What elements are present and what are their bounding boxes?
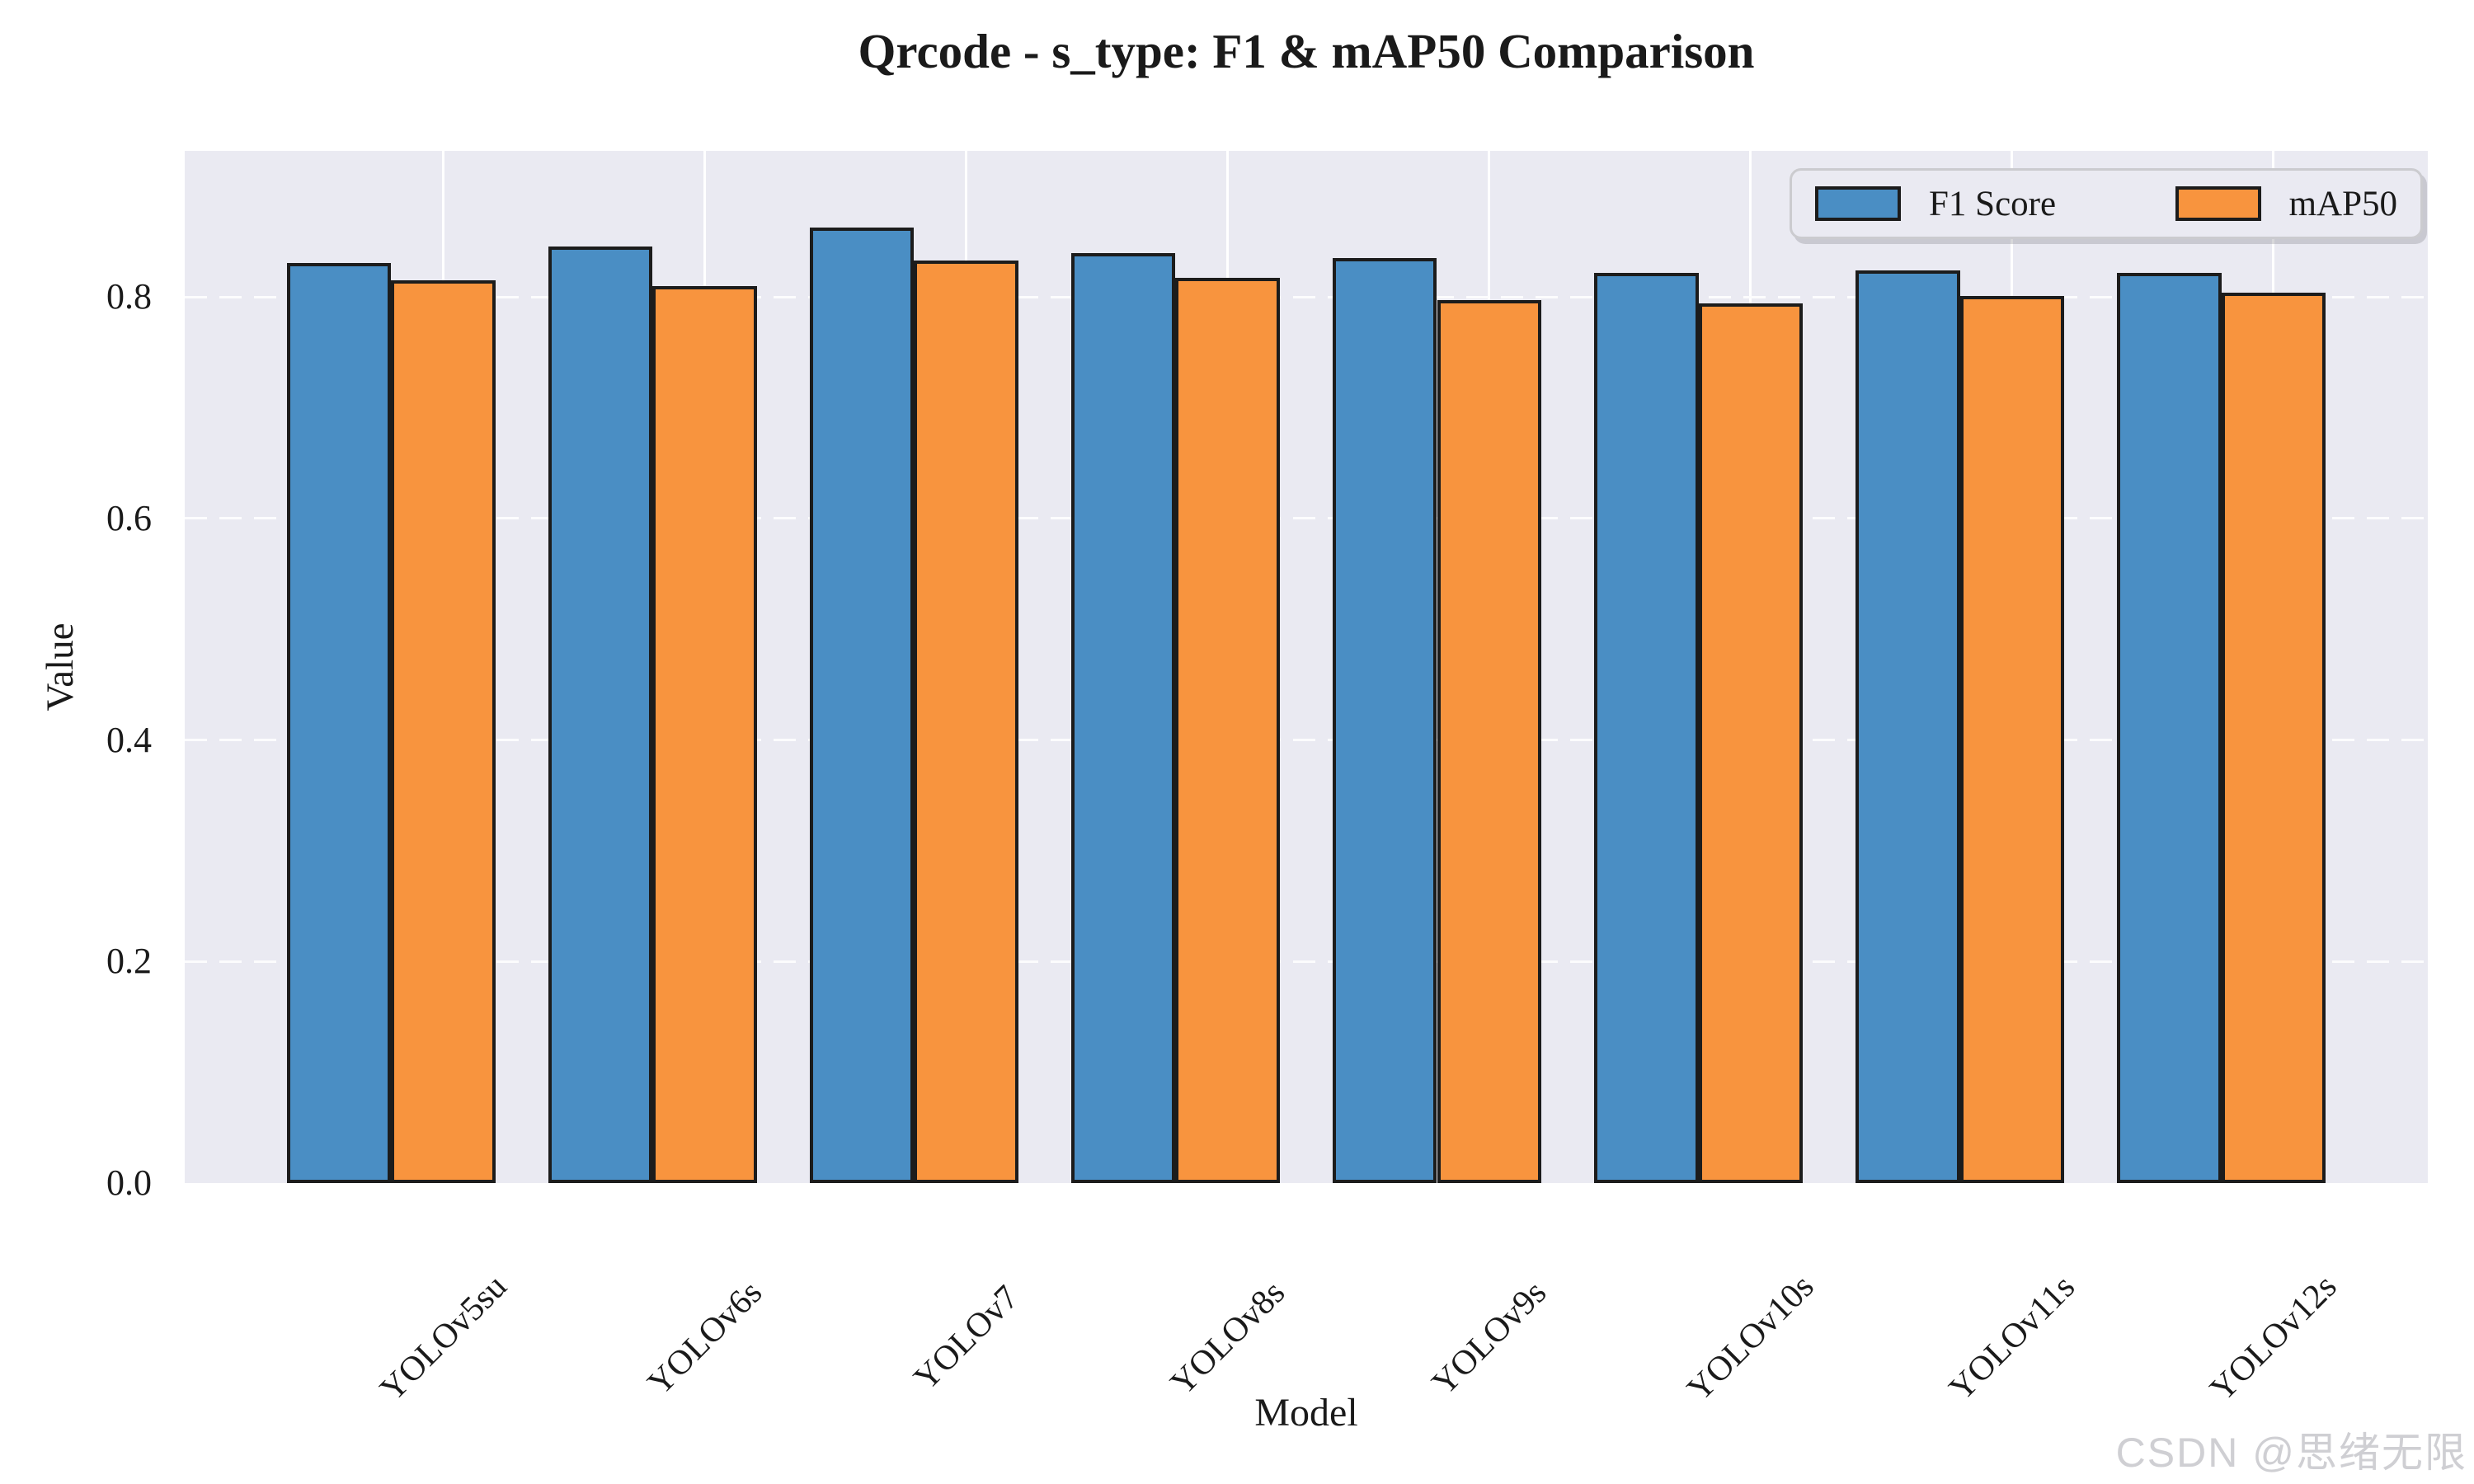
bar-f1-score-YOLOv5su (286, 262, 392, 1183)
y-tick-label: 0.2 (106, 941, 152, 982)
y-tick-label: 0.6 (106, 497, 152, 538)
bar-f1-score-YOLOv12s (2116, 272, 2222, 1183)
y-tick-label: 0.4 (106, 719, 152, 760)
bar-f1-score-YOLOv8s (1070, 252, 1176, 1183)
gridline-horizontal (185, 739, 2428, 742)
legend-item-map50: mAP50 (2175, 184, 2397, 224)
bar-f1-score-YOLOv7 (809, 227, 915, 1183)
bar-map50-YOLOv12s (2221, 292, 2326, 1183)
bar-map50-YOLOv8s (1175, 278, 1281, 1183)
chart-title: Qrcode - s_type: F1 & mAP50 Comparison (858, 24, 1755, 78)
plot-area (185, 151, 2428, 1183)
legend-label-f1: F1 Score (1929, 184, 2057, 223)
bar-map50-YOLOv9s (1437, 300, 1542, 1183)
gridline-horizontal (185, 960, 2428, 963)
legend-swatch-f1-icon (1815, 186, 1901, 221)
x-axis-label: Model (1254, 1391, 1358, 1435)
gridline-horizontal (185, 295, 2428, 298)
bar-map50-YOLOv11s (1959, 295, 2065, 1183)
bar-f1-score-YOLOv11s (1855, 270, 1960, 1183)
bar-f1-score-YOLOv9s (1332, 258, 1437, 1183)
bar-f1-score-YOLOv10s (1593, 272, 1699, 1183)
watermark: CSDN @思绪无限 (2115, 1430, 2467, 1476)
y-tick-label: 0.8 (106, 276, 152, 317)
bar-map50-YOLOv6s (652, 285, 758, 1183)
y-tick-label: 0.0 (106, 1162, 152, 1203)
legend-swatch-map50-icon (2175, 186, 2261, 221)
legend-label-map50: mAP50 (2288, 184, 2397, 223)
bar-map50-YOLOv5su (391, 280, 496, 1183)
bar-f1-score-YOLOv6s (548, 246, 653, 1183)
bar-map50-YOLOv10s (1698, 303, 1804, 1183)
bar-map50-YOLOv7 (914, 260, 1019, 1183)
gridline-horizontal (185, 517, 2428, 520)
legend: F1 Score mAP50 (1790, 168, 2423, 239)
legend-item-f1: F1 Score (1815, 184, 2056, 224)
